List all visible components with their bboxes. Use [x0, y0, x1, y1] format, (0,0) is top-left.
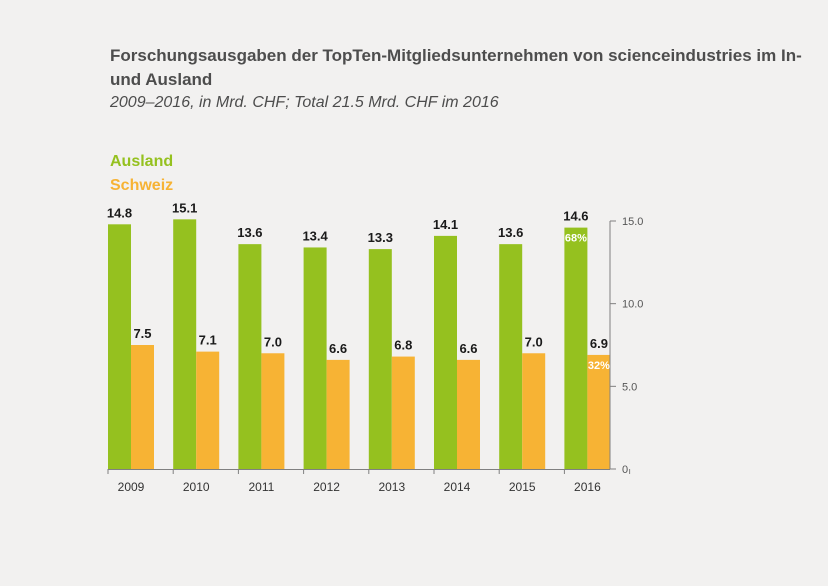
- bar-ausland-2010: [173, 219, 197, 469]
- y-tick-label-5: 5.0: [622, 381, 637, 393]
- value-label-schweiz-2016: 6.9: [590, 336, 608, 351]
- bar-schweiz-2010: [196, 351, 220, 469]
- bar-schweiz-2011: [261, 353, 285, 469]
- value-label-schweiz-2015: 7.0: [525, 334, 543, 349]
- x-tick-label-2016: 2016: [574, 480, 601, 494]
- x-tick-label-2014: 2014: [444, 480, 471, 494]
- bar-schweiz-2009: [131, 345, 154, 469]
- bar-ausland-2016: [564, 227, 588, 469]
- value-label-ausland-2013: 13.3: [368, 230, 393, 245]
- value-label-schweiz-2009: 7.5: [133, 326, 151, 341]
- share-annotation-ausland: 68%: [565, 233, 587, 245]
- chart-title: Forschungsausgaben der TopTen-Mitgliedsu…: [110, 46, 802, 89]
- value-label-ausland-2015: 13.6: [498, 225, 523, 240]
- y-tick-label-0: 0: [622, 464, 628, 476]
- bar-schweiz-2015: [522, 353, 546, 469]
- bar-ausland-2009: [108, 224, 131, 469]
- bar-schweiz-2014: [457, 359, 480, 469]
- legend-item-schweiz: Schweiz: [110, 177, 174, 194]
- bar-schweiz-2013: [391, 356, 415, 469]
- share-annotation-schweiz: 32%: [588, 360, 610, 372]
- bar-schweiz-2012: [326, 359, 350, 469]
- x-tick-label-2010: 2010: [183, 480, 210, 494]
- value-label-ausland-2014: 14.1: [433, 217, 458, 232]
- chart-subtitle: 2009–2016, in Mrd. CHF; Total 21.5 Mrd. …: [110, 94, 499, 111]
- value-label-schweiz-2012: 6.6: [329, 341, 347, 356]
- bar-schweiz-2016: [587, 354, 611, 469]
- x-tick-label-2009: 2009: [118, 480, 145, 494]
- x-tick-label-2013: 2013: [378, 480, 405, 494]
- bar-ausland-2012: [303, 247, 327, 469]
- bar-ausland-2014: [434, 235, 457, 469]
- bar-ausland-2015: [499, 244, 523, 469]
- legend: Ausland Schweiz: [110, 150, 173, 198]
- x-tick-label-2011: 2011: [248, 480, 274, 494]
- x-tick-label-2015: 2015: [509, 480, 536, 494]
- value-label-ausland-2012: 13.4: [302, 228, 328, 243]
- bar-ausland-2013: [368, 249, 392, 469]
- value-label-schweiz-2010: 7.1: [199, 333, 217, 348]
- value-label-schweiz-2014: 6.6: [459, 341, 477, 356]
- value-label-schweiz-2011: 7.0: [264, 334, 282, 349]
- value-label-ausland-2016: 14.6: [563, 209, 588, 224]
- value-label-schweiz-2013: 6.8: [394, 338, 412, 353]
- x-tick-label-2012: 2012: [313, 480, 340, 494]
- value-label-ausland-2010: 15.1: [172, 200, 197, 215]
- legend-item-ausland: Ausland: [110, 153, 174, 170]
- y-tick-label-15: 15.0: [622, 216, 643, 228]
- y-tick-label-10: 10.0: [622, 299, 643, 311]
- value-label-ausland-2009: 14.8: [107, 205, 132, 220]
- value-label-ausland-2011: 13.6: [237, 225, 262, 240]
- bar-ausland-2011: [238, 244, 262, 469]
